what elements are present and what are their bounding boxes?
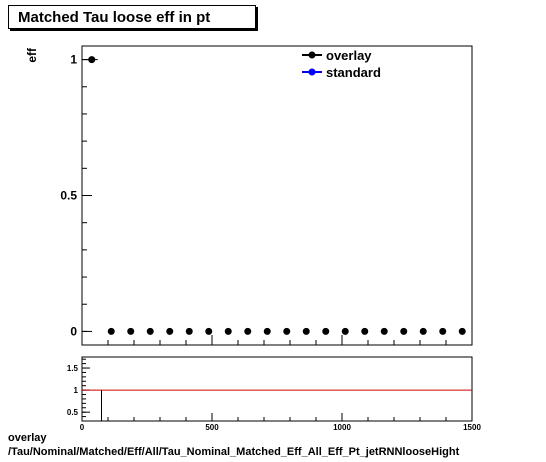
y-tick-label: 0.5 [60, 189, 77, 203]
ratio-y-tick-label: 0.5 [67, 408, 79, 417]
overlay-point [380, 327, 388, 335]
overlay-point [244, 327, 252, 335]
overlay-point [166, 327, 174, 335]
x-tick-label: 1000 [333, 423, 351, 432]
overlay-point [302, 327, 310, 335]
ratio-plot-frame [81, 356, 473, 422]
overlay-point [341, 327, 349, 335]
y-tick-label: 1 [70, 53, 77, 67]
ratio-y-tick-label: 1.5 [67, 364, 79, 373]
y-axis-label: eff [25, 47, 39, 63]
overlay-point [263, 327, 271, 335]
legend-marker-standard [308, 68, 316, 76]
x-tick-label: 500 [205, 423, 219, 432]
legend-label-standard: standard [326, 65, 381, 80]
overlay-point [224, 327, 232, 335]
overlay-point [322, 327, 330, 335]
legend-label-overlay: overlay [326, 48, 372, 63]
main-plot-frame [81, 45, 473, 346]
x-tick-label: 1500 [463, 423, 481, 432]
overlay-point [439, 327, 447, 335]
overlay-point [107, 327, 115, 335]
overlay-point [458, 327, 466, 335]
footer-path: /Tau/Nominal/Matched/Eff/All/Tau_Nominal… [8, 446, 460, 458]
chart-title: Matched Tau loose eff in pt [8, 5, 256, 29]
overlay-point [146, 327, 154, 335]
overlay-point [127, 327, 135, 335]
overlay-point [283, 327, 291, 335]
overlay-point [419, 327, 427, 335]
legend-marker-overlay [308, 51, 316, 59]
x-tick-label: 0 [80, 423, 85, 432]
ratio-y-tick-label: 1 [74, 386, 79, 395]
overlay-point [361, 327, 369, 335]
footer-label: overlay [8, 432, 47, 444]
y-tick-label: 0 [70, 324, 77, 338]
overlay-point [205, 327, 213, 335]
overlay-point [400, 327, 408, 335]
overlay-point [185, 327, 193, 335]
